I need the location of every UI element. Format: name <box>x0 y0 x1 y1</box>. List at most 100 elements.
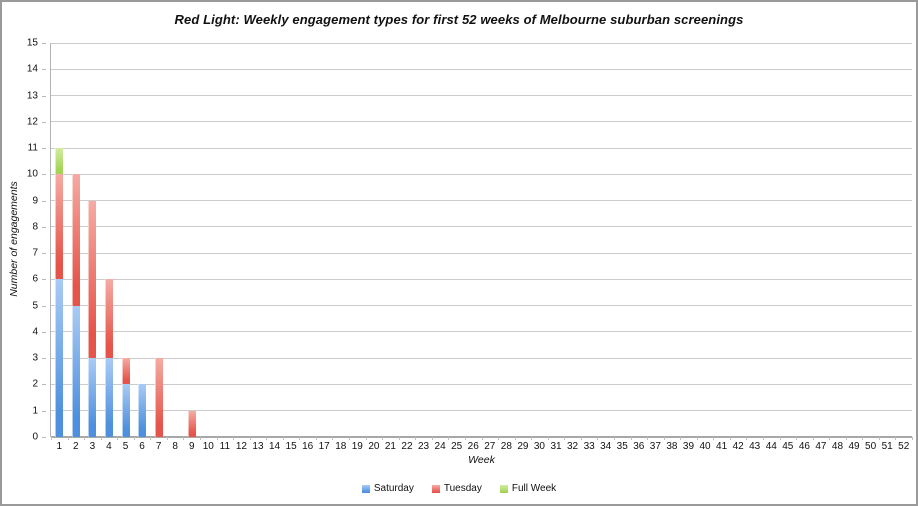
x-boundary-tick-25 <box>464 437 466 440</box>
x-tick-label-18: 18 <box>335 441 347 452</box>
y-tick-label-9: 9 <box>32 195 38 207</box>
y-tick-label-8: 8 <box>32 221 38 233</box>
x-tick-label-13: 13 <box>252 441 264 452</box>
x-tick-label-21: 21 <box>384 441 396 452</box>
x-tick-label-11: 11 <box>219 441 231 452</box>
x-boundary-tick-8 <box>183 437 185 440</box>
y-tick-14 <box>42 69 46 71</box>
gridline-y-12 <box>51 121 912 123</box>
x-axis-labels: 1 2 3 4 5 6 7 8 9 10 11 12 13 14 15 16 17 18 19 20 21 22 23 24 2… <box>51 437 913 453</box>
y-tick-label-13: 13 <box>26 90 38 102</box>
x-boundary-tick-38 <box>680 437 682 440</box>
x-tick-label-34: 34 <box>600 441 612 452</box>
plot-area <box>50 42 912 438</box>
x-boundary-tick-36 <box>647 437 649 440</box>
x-tick-label-40: 40 <box>699 441 711 452</box>
x-boundary-tick-40 <box>713 437 715 440</box>
y-tick-0 <box>42 437 46 438</box>
y-tick-6 <box>42 279 46 281</box>
x-tick-label-17: 17 <box>318 441 330 452</box>
x-tick-label-2: 2 <box>73 441 79 452</box>
x-boundary-tick-41 <box>729 437 731 440</box>
x-boundary-tick-18 <box>349 437 351 440</box>
x-tick-label-30: 30 <box>533 441 545 452</box>
legend: Saturday Tuesday Full Week <box>2 483 916 494</box>
bar-week-4-saturday <box>104 358 113 437</box>
x-boundary-tick-45 <box>796 437 798 440</box>
y-tick-15 <box>42 43 46 44</box>
x-boundary-tick-52 <box>912 437 913 440</box>
y-tick-11 <box>42 148 46 150</box>
x-boundary-tick-47 <box>829 437 831 440</box>
y-tick-9 <box>42 200 46 202</box>
x-boundary-tick-49 <box>862 437 864 440</box>
x-tick-label-12: 12 <box>235 441 247 452</box>
x-boundary-tick-31 <box>564 437 566 440</box>
bar-week-1-tuesday <box>55 174 64 280</box>
x-tick-label-7: 7 <box>155 441 162 452</box>
gridline-y-1 <box>51 410 912 412</box>
bar-week-1-saturday <box>55 279 64 437</box>
y-tick-label-15: 15 <box>26 37 38 49</box>
x-boundary-tick-30 <box>547 437 549 440</box>
x-boundary-tick-37 <box>663 437 665 440</box>
x-tick-label-44: 44 <box>765 441 777 452</box>
y-tick-2 <box>42 384 46 386</box>
x-boundary-tick-1 <box>67 437 69 440</box>
y-tick-label-7: 7 <box>32 247 38 259</box>
x-tick-label-1: 1 <box>56 441 63 452</box>
x-tick-label-46: 46 <box>798 441 810 452</box>
x-boundary-tick-10 <box>216 437 218 440</box>
legend-label-saturday: Saturday <box>373 483 414 494</box>
bar-week-4-tuesday <box>104 279 113 359</box>
x-boundary-tick-15 <box>299 437 301 440</box>
x-tick-label-35: 35 <box>616 441 628 452</box>
x-boundary-tick-42 <box>746 437 748 440</box>
gridline-y-2 <box>51 383 912 385</box>
x-boundary-tick-43 <box>762 437 764 440</box>
x-tick-label-5: 5 <box>122 441 129 452</box>
gridline-y-3 <box>51 357 912 359</box>
legend-swatch-saturday <box>361 484 370 493</box>
x-tick-label-41: 41 <box>716 441 728 452</box>
x-tick-label-51: 51 <box>881 441 893 452</box>
x-axis-title: Week <box>468 454 495 466</box>
x-boundary-tick-26 <box>481 437 483 440</box>
x-boundary-tick-5 <box>133 437 135 440</box>
x-boundary-tick-19 <box>365 437 367 440</box>
x-tick-label-28: 28 <box>500 441 512 452</box>
x-boundary-tick-4 <box>117 437 119 440</box>
x-tick-label-16: 16 <box>302 441 314 452</box>
x-tick-label-36: 36 <box>633 441 645 452</box>
bar-week-3-tuesday <box>88 200 97 359</box>
x-boundary-tick-23 <box>431 437 433 440</box>
x-boundary-tick-21 <box>398 437 400 440</box>
y-tick-label-3: 3 <box>32 352 38 364</box>
x-boundary-tick-44 <box>779 437 781 440</box>
y-tick-10 <box>42 174 46 176</box>
x-boundary-tick-39 <box>696 437 698 440</box>
x-tick-label-14: 14 <box>268 441 281 452</box>
y-tick-7 <box>42 253 46 255</box>
x-tick-label-43: 43 <box>749 441 761 452</box>
y-tick-label-1: 1 <box>32 405 38 417</box>
x-boundary-tick-3 <box>100 437 102 440</box>
x-tick-label-4: 4 <box>106 441 112 452</box>
x-tick-label-27: 27 <box>484 441 496 452</box>
y-tick-label-12: 12 <box>26 116 38 128</box>
gridline-y-9 <box>51 200 912 202</box>
bar-week-2-tuesday <box>71 174 80 306</box>
x-tick-label-37: 37 <box>649 441 661 452</box>
x-tick-label-15: 15 <box>285 441 297 452</box>
x-tick-label-31: 31 <box>550 441 562 452</box>
x-boundary-tick-29 <box>531 437 533 440</box>
bar-week-6-saturday <box>138 384 147 437</box>
x-tick-label-9: 9 <box>188 441 195 452</box>
x-tick-label-49: 49 <box>848 441 860 452</box>
gridline-y-11 <box>51 147 912 149</box>
x-tick-label-26: 26 <box>467 441 479 452</box>
x-tick-label-19: 19 <box>351 441 363 452</box>
x-tick-label-25: 25 <box>451 441 463 452</box>
x-boundary-tick-13 <box>266 437 268 440</box>
x-boundary-tick-22 <box>415 437 417 440</box>
